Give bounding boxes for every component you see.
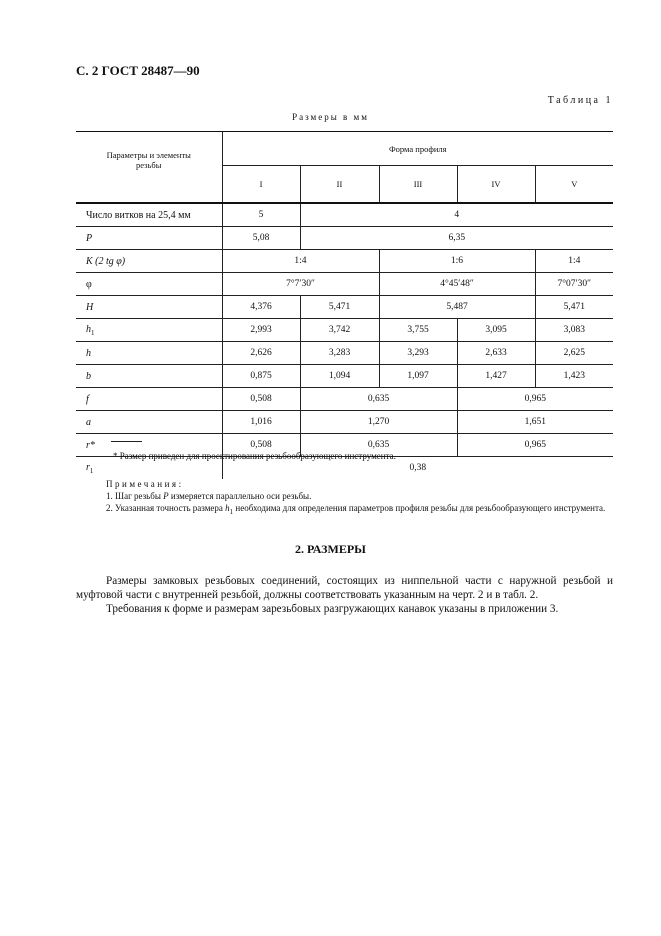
section-body: Размеры замковых резьбовых соединений, с… <box>76 574 613 616</box>
paragraph: Требования к форме и размерам зарезьбовы… <box>106 603 559 615</box>
label-sub: 1 <box>91 328 95 337</box>
profile-form-header: Форма профиля <box>221 130 614 166</box>
col-II: II <box>299 165 379 203</box>
page-header: С. 2 ГОСТ 28487—90 <box>76 63 200 78</box>
table-row: P 5,08 6,35 <box>76 226 614 250</box>
paragraph: Размеры замковых резьбовых соединений, с… <box>76 575 613 601</box>
cell: 5,471 <box>299 295 379 319</box>
cell: 6,35 <box>299 226 614 250</box>
cell: 0,38 <box>221 456 614 479</box>
notes-title: Примечания: <box>106 479 184 489</box>
row-label: r* <box>76 433 222 457</box>
row-label: H <box>76 295 222 319</box>
table-row: h 2,626 3,283 3,293 2,633 2,625 <box>76 341 614 365</box>
cell: 3,742 <box>299 318 379 342</box>
table-row: r1 0,38 <box>76 456 614 479</box>
cell: 0,635 <box>299 433 457 457</box>
label-sub: 1 <box>89 466 94 475</box>
cell: 3,095 <box>456 318 535 342</box>
note-text: 2. Указанная точность размера <box>106 503 226 513</box>
table-row: φ 7°7′30″ 4°45′48″ 7°07′30″ <box>76 272 614 296</box>
table-row: a 1,016 1,270 1,651 <box>76 410 614 434</box>
cell: 0,635 <box>299 387 457 411</box>
note-text: измеряется параллельно оси резьбы. <box>168 491 312 501</box>
table-header-row: Параметры и элементы резьбы Форма профил… <box>76 130 614 203</box>
col-V: V <box>534 165 614 203</box>
cell: 1,423 <box>534 364 614 388</box>
section-heading: 2. РАЗМЕРЫ <box>295 542 366 556</box>
cell: 4°45′48″ <box>378 272 535 296</box>
notes: Примечания: 1. Шаг резьбы P измеряется п… <box>76 478 613 518</box>
cell: 4,376 <box>221 295 300 319</box>
cell: 3,083 <box>534 318 614 342</box>
row-label: a <box>76 410 222 434</box>
note-var: P <box>163 491 169 501</box>
cell: 0,965 <box>456 433 614 457</box>
cell: 0,508 <box>221 387 300 411</box>
cell: 7°07′30″ <box>534 272 614 296</box>
note-2: 2. Указанная точность размера h1 необход… <box>76 502 613 518</box>
row-label: f <box>76 387 222 411</box>
col-III: III <box>378 165 457 203</box>
table-row: f 0,508 0,635 0,965 <box>76 387 614 411</box>
thread-parameters-table: Параметры и элементы резьбы Форма профил… <box>76 130 614 479</box>
row-label: b <box>76 364 222 388</box>
row-label: φ <box>76 272 222 296</box>
footnote: * Размер приведен для проектирования рез… <box>113 451 396 461</box>
label-text: h <box>86 323 91 335</box>
cell: 1:4 <box>534 249 614 273</box>
table-caption: Таблица 1 <box>547 95 613 106</box>
cell: 5,08 <box>221 226 300 250</box>
cell: 5,487 <box>378 295 535 319</box>
cell: 1:4 <box>221 249 379 273</box>
row-label: Число витков на 25,4 мм <box>76 202 222 227</box>
cell: 1,651 <box>456 410 614 434</box>
table-row: H 4,376 5,471 5,487 5,471 <box>76 295 614 319</box>
note-text: необходима для определения параметров пр… <box>233 503 606 513</box>
note-sub: 1 <box>229 507 234 516</box>
row-label: K (2 tg φ) <box>76 249 222 273</box>
row-label: h1 <box>76 318 222 342</box>
note-var: h <box>225 503 230 513</box>
row-label: P <box>76 226 222 250</box>
param-header: Параметры и элементы резьбы <box>76 131 222 203</box>
note-1: 1. Шаг резьбы P измеряется параллельно о… <box>76 490 613 502</box>
cell: 2,626 <box>221 341 300 365</box>
table-units: Размеры в мм <box>292 112 369 122</box>
cell: 7°7′30″ <box>221 272 379 296</box>
cell: 5,471 <box>534 295 614 319</box>
table-subheader-row: I II III IV V <box>76 165 614 203</box>
row-label: r1 <box>76 456 222 479</box>
table-row: r* 0,508 0,635 0,965 <box>76 433 614 457</box>
cell: 1,094 <box>299 364 379 388</box>
label-text: r <box>86 461 90 473</box>
cell: 4 <box>299 202 614 227</box>
cell: 3,293 <box>378 341 457 365</box>
table-row: h1 2,993 3,742 3,755 3,095 3,083 <box>76 318 614 342</box>
cell: 2,633 <box>456 341 535 365</box>
row-label: h <box>76 341 222 365</box>
cell: 1:6 <box>378 249 535 273</box>
col-I: I <box>221 165 300 203</box>
cell: 0,875 <box>221 364 300 388</box>
table-row: b 0,875 1,094 1,097 1,427 1,423 <box>76 364 614 388</box>
table-row: K (2 tg φ) 1:4 1:6 1:4 <box>76 249 614 273</box>
cell: 2,993 <box>221 318 300 342</box>
table-row: Число витков на 25,4 мм 5 4 <box>76 202 614 227</box>
col-IV: IV <box>456 165 535 203</box>
cell: 0,965 <box>456 387 614 411</box>
cell: 2,625 <box>534 341 614 365</box>
cell: 1,097 <box>378 364 457 388</box>
cell: 1,427 <box>456 364 535 388</box>
cell: 5 <box>221 202 300 227</box>
cell: 1,016 <box>221 410 300 434</box>
cell: 0,508 <box>221 433 300 457</box>
cell: 3,283 <box>299 341 379 365</box>
cell: 3,755 <box>378 318 457 342</box>
footnote-rule <box>111 441 142 442</box>
cell: 1,270 <box>299 410 457 434</box>
note-text: 1. Шаг резьбы <box>106 491 164 501</box>
